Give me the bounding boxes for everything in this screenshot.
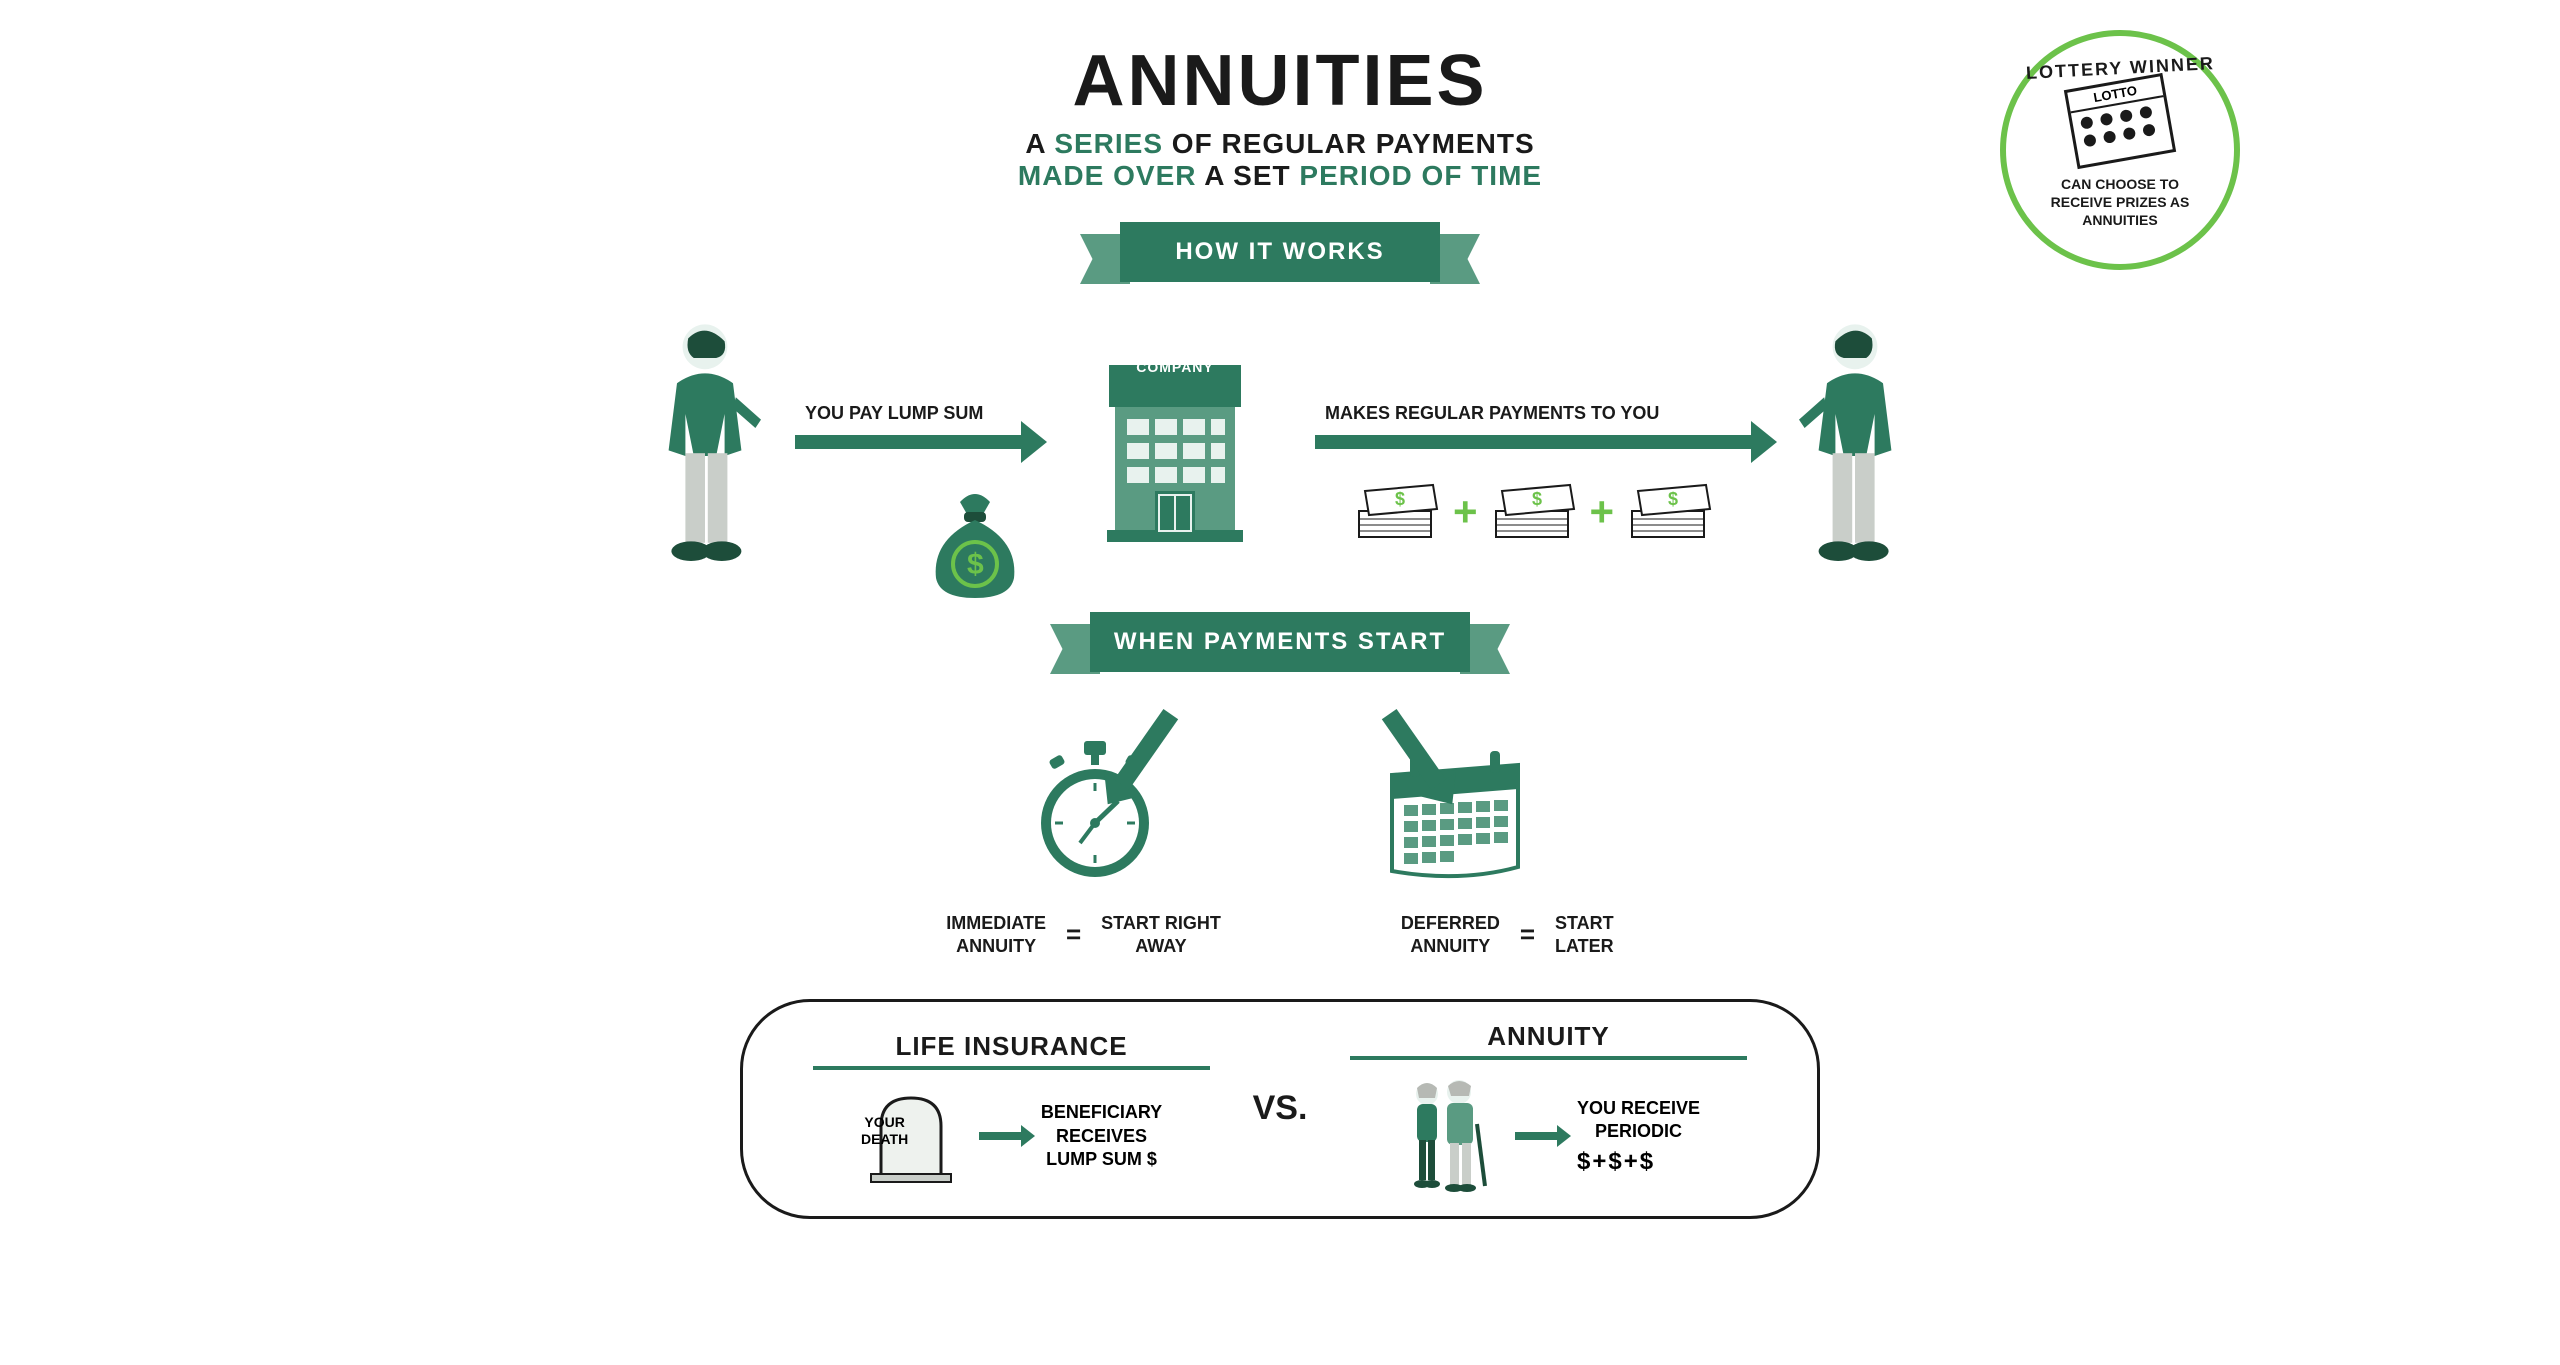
formula-row: IMMEDIATE ANNUITY = START RIGHT AWAY DEF… <box>480 912 2080 959</box>
eq-sign: = <box>1520 918 1535 952</box>
company-label: INSURANCE COMPANY <box>1129 343 1221 377</box>
immediate-desc: START RIGHT AWAY <box>1101 912 1221 959</box>
cash-stack-icon: $ <box>1355 483 1439 541</box>
eq-sign: = <box>1066 918 1081 952</box>
cash-stack-row: $ + $ + $ <box>1355 483 1712 541</box>
sub2-c: PERIOD OF TIME <box>1299 160 1542 191</box>
deferred-formula: DEFERRED ANNUITY = START LATER <box>1401 912 1614 959</box>
plus-icon: + <box>1590 488 1615 536</box>
deferred-name: DEFERRED ANNUITY <box>1401 912 1500 959</box>
svg-text:$: $ <box>1395 489 1405 509</box>
lotto-caption: CAN CHOOSE TO RECEIVE PRIZES AS ANNUITIE… <box>2051 175 2190 230</box>
main-title: ANNUITIES <box>480 40 2080 122</box>
cash-stack-icon: $ <box>1492 483 1576 541</box>
immediate-formula: IMMEDIATE ANNUITY = START RIGHT AWAY <box>946 912 1221 959</box>
sub-b: OF REGULAR PAYMENTS <box>1163 128 1535 159</box>
infographic-root: ANNUITIES A SERIES OF REGULAR PAYMENTS M… <box>480 40 2080 1219</box>
plus-icon: + <box>1453 488 1478 536</box>
periodic-symbols: $+$+$ <box>1577 1148 1700 1176</box>
money-bag-icon: $ <box>920 482 1030 602</box>
person-payer-icon <box>635 316 775 568</box>
small-arrow-icon <box>979 1132 1023 1140</box>
subtitle-line1: A SERIES OF REGULAR PAYMENTS <box>480 128 2080 160</box>
arrow-receive: MAKES REGULAR PAYMENTS TO YOU $ + $ + $ <box>1315 435 1755 449</box>
elderly-couple-icon <box>1397 1076 1497 1196</box>
banner-when-payments: WHEN PAYMENTS START <box>1090 612 1470 672</box>
receive-label: MAKES REGULAR PAYMENTS TO YOU <box>1325 403 1659 424</box>
annuity-col: ANNUITY YOU RECEIVE PERIODIC $+$+$ <box>1320 1021 1777 1196</box>
vs-label: VS. <box>1240 1089 1320 1128</box>
subtitle-line2: MADE OVER A SET PERIOD OF TIME <box>480 160 2080 192</box>
deferred-option <box>1380 747 1530 892</box>
comparison-box: LIFE INSURANCE YOUR DEATH BENEFICIARY RE… <box>740 999 1820 1219</box>
small-arrow-icon <box>1515 1132 1559 1140</box>
person-recipient-icon <box>1785 316 1925 568</box>
immediate-name: IMMEDIATE ANNUITY <box>946 912 1046 959</box>
pay-label: YOU PAY LUMP SUM <box>805 403 983 424</box>
arrow-pay: YOU PAY LUMP SUM <box>795 435 1025 449</box>
payment-start-branch <box>480 692 2080 892</box>
sub-a: A <box>1025 128 1054 159</box>
beneficiary-text: BENEFICIARY RECEIVES LUMP SUM $ <box>1041 1101 1162 1171</box>
life-insurance-col: LIFE INSURANCE YOUR DEATH BENEFICIARY RE… <box>783 1031 1240 1186</box>
banner-how-label: HOW IT WORKS <box>1175 238 1384 266</box>
cash-stack-icon: $ <box>1628 483 1712 541</box>
svg-text:$: $ <box>1532 489 1542 509</box>
lotto-ticket-icon: LOTTO <box>2064 73 2176 169</box>
banner-how-it-works: HOW IT WORKS <box>1120 222 1440 282</box>
tomb-label: YOUR DEATH <box>861 1114 908 1148</box>
lottery-winner-badge: LOTTERY WINNER LOTTO CAN CHOOSE TO RECEI… <box>2000 30 2240 270</box>
svg-text:$: $ <box>967 548 984 581</box>
how-it-works-row: YOU PAY LUMP SUM INSURANCE COMPANY MAKES… <box>480 302 2080 582</box>
insurance-company-icon: INSURANCE COMPANY <box>1095 335 1255 550</box>
title-block: ANNUITIES A SERIES OF REGULAR PAYMENTS M… <box>480 40 2080 192</box>
annuity-heading: ANNUITY <box>1350 1021 1747 1060</box>
banner-when-label: WHEN PAYMENTS START <box>1114 628 1446 656</box>
sub-series: SERIES <box>1054 128 1163 159</box>
deferred-desc: START LATER <box>1555 912 1614 959</box>
life-insurance-heading: LIFE INSURANCE <box>813 1031 1210 1070</box>
sub2-a: MADE OVER <box>1018 160 1197 191</box>
you-receive-text: YOU RECEIVE PERIODIC <box>1577 1097 1700 1144</box>
calendar-icon <box>1380 747 1530 887</box>
svg-text:$: $ <box>1668 489 1678 509</box>
sub2-b: A SET <box>1196 160 1299 191</box>
